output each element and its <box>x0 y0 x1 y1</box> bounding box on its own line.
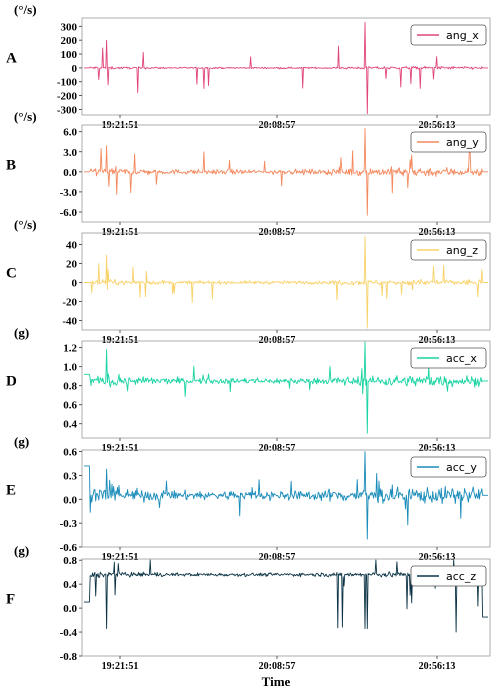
y-tick-label: -0.6 <box>60 542 78 554</box>
y-tick-label: 1.0 <box>63 362 77 374</box>
x-tick-label: 19:21:51 <box>102 120 139 131</box>
y-unit-label: (°/s) <box>14 217 37 232</box>
panel-c: C (°/s) 40 20 0 -20 -40 19:21:51 20:08:57 20:56:1… <box>6 217 491 346</box>
y-tick-label: 3.0 <box>63 147 77 159</box>
x-tick-label: 20:56:13 <box>419 227 456 238</box>
x-tick-label: 20:08:57 <box>259 227 296 238</box>
x-tick-label: 19:21:51 <box>102 227 139 238</box>
x-tick-label: 20:08:57 <box>259 443 296 454</box>
y-tick-label: 0 <box>72 277 78 289</box>
legend-label: acc_y <box>446 461 477 474</box>
panel-letter: D <box>6 374 17 390</box>
y-tick-label: 20 <box>66 258 78 270</box>
legend-box <box>410 347 487 369</box>
series-line-acc_y <box>84 451 488 540</box>
y-tick-label: 0.0 <box>63 603 77 615</box>
y-tick-label: 0.4 <box>63 419 77 431</box>
y-tick-label: 6.0 <box>63 127 77 139</box>
x-tick-label: 20:08:57 <box>259 120 296 131</box>
y-tick-label: 200 <box>61 35 78 47</box>
y-tick-label: 0 <box>72 63 78 75</box>
series-line-ang_z <box>84 236 488 329</box>
y-tick-label: 40 <box>66 239 78 251</box>
y-tick-label: 0.4 <box>63 579 77 591</box>
series-line-ang_y <box>84 127 488 216</box>
x-tick-label: 19:21:51 <box>102 552 139 563</box>
y-tick-label: 100 <box>61 49 78 61</box>
plot-frame <box>81 232 491 331</box>
panel-d: D (g) 1.2 1.0 0.8 0.6 0.4 19:21:51 20:08:57 20:56… <box>6 325 491 454</box>
panel-e: E (g) 0.6 0.3 0.0 -0.3 -0.6 19:21:51 20:08:57 20:… <box>6 434 491 563</box>
panel-f: F (g) 0.8 0.4 0.0 -0.4 -0.8 19:21:51 20:08:57 20:… <box>6 543 491 672</box>
y-unit-label: (°/s) <box>14 2 37 17</box>
y-tick-label: 0.8 <box>63 555 77 567</box>
y-tick-label: -0.8 <box>60 651 78 663</box>
x-tick-label: 20:56:13 <box>419 120 456 131</box>
legend-box <box>410 456 487 478</box>
legend-box <box>410 239 487 261</box>
plot-frame <box>81 449 491 548</box>
y-tick-label: -0.3 <box>60 518 78 530</box>
x-tick-label: 20:56:13 <box>419 335 456 346</box>
panel-letter: F <box>6 592 15 608</box>
y-tick-label: -300 <box>57 104 78 116</box>
plot-frame <box>81 340 491 439</box>
legend-label: ang_x <box>446 29 479 42</box>
legend-label: acc_x <box>446 352 477 365</box>
y-tick-label: 0.0 <box>63 167 77 179</box>
y-unit-label: (g) <box>14 543 29 558</box>
legend-box <box>410 131 487 153</box>
x-tick-label: 20:56:13 <box>419 552 456 563</box>
series-line-acc_x <box>84 341 488 434</box>
x-tick-label: 20:56:13 <box>419 661 456 672</box>
plot-frame <box>81 558 491 657</box>
x-tick-label: 20:08:57 <box>259 552 296 563</box>
panel-b: B (°/s) 6.0 3.0 0.0 -3.0 -6.0 19:21:51 20:08:57 2… <box>6 109 491 238</box>
legend-box <box>410 565 487 587</box>
y-tick-label: 300 <box>61 21 78 33</box>
y-tick-label: -0.4 <box>60 627 78 639</box>
panel-letter: B <box>6 158 16 174</box>
panel-a: A (°/s) 300 200 100 0 -100 -200-300 19:21:51 20:0… <box>6 2 491 131</box>
y-tick-label: 1.2 <box>63 343 77 355</box>
y-tick-label: -40 <box>62 315 77 327</box>
plot-frame <box>81 17 491 116</box>
legend-label: ang_y <box>446 136 479 149</box>
legend-label: ang_z <box>446 244 478 257</box>
series-line-ang_x <box>84 21 488 115</box>
legend-label: acc_z <box>446 570 476 583</box>
x-tick-label: 20:08:57 <box>259 661 296 672</box>
y-tick-label: 0.6 <box>63 447 77 459</box>
y-tick-label: -200 <box>57 91 78 103</box>
y-tick-label: -6.0 <box>60 207 78 219</box>
y-tick-label: 0.6 <box>63 400 77 412</box>
y-tick-label: -100 <box>57 77 78 89</box>
y-tick-label: -20 <box>62 296 77 308</box>
legend-box <box>410 24 487 46</box>
x-tick-label: 19:21:51 <box>102 661 139 672</box>
x-tick-label: 20:56:13 <box>419 443 456 454</box>
y-unit-label: (°/s) <box>14 109 37 124</box>
x-tick-label: 19:21:51 <box>102 443 139 454</box>
x-tick-label: 19:21:51 <box>102 335 139 346</box>
y-unit-label: (g) <box>14 434 29 449</box>
plot-frame <box>81 124 491 223</box>
x-tick-label: 20:08:57 <box>259 335 296 346</box>
y-tick-label: 0.0 <box>63 494 77 506</box>
y-unit-label: (g) <box>14 325 29 340</box>
panel-letter: A <box>6 51 17 67</box>
y-tick-label: 0.3 <box>63 470 77 482</box>
x-axis-title: Time <box>262 674 291 689</box>
panel-letter: E <box>6 483 16 499</box>
y-tick-label: -3.0 <box>60 187 78 199</box>
y-tick-label: 0.8 <box>63 381 77 393</box>
panel-letter: C <box>6 266 17 282</box>
